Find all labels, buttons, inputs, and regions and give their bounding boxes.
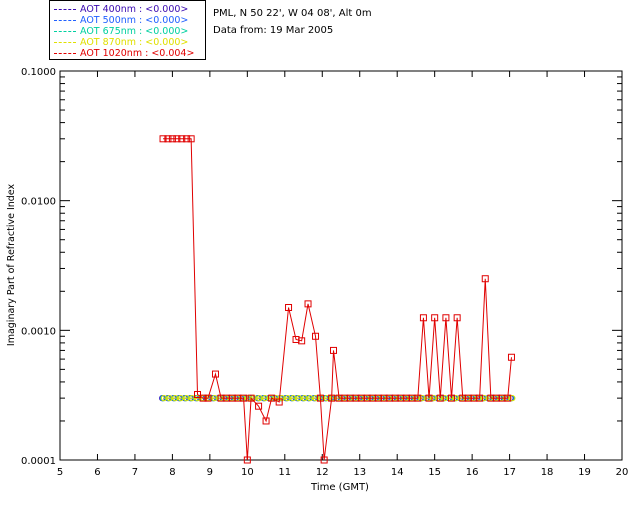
x-tick-label: 8: [169, 467, 175, 478]
data-point: [194, 390, 202, 398]
data-point: [178, 135, 186, 143]
data-point: [211, 370, 219, 378]
data-point: [268, 394, 276, 402]
x-tick-label: 20: [616, 467, 629, 478]
data-point: [304, 300, 312, 308]
x-tick-label: 18: [541, 467, 554, 478]
x-tick-label: 10: [241, 467, 254, 478]
data-point: [316, 394, 324, 402]
x-tick-label: 9: [207, 467, 213, 478]
legend-item-675nm: AOT 675nm : <0.000>: [54, 26, 188, 37]
data-point: [247, 394, 255, 402]
x-tick-label: 6: [94, 467, 100, 478]
data-point: [431, 314, 439, 322]
data-point: [240, 394, 248, 402]
legend-swatch: [54, 53, 76, 54]
legend-swatch: [54, 42, 76, 43]
data-point: [481, 275, 489, 283]
data-point: [453, 314, 461, 322]
y-tick-label: 0.1000: [21, 67, 56, 78]
legend-item-870nm: AOT 870nm : <0.000>: [54, 37, 188, 48]
x-tick-label: 5: [57, 467, 63, 478]
y-tick-label: 0.0100: [21, 197, 56, 208]
x-tick-label: 15: [428, 467, 441, 478]
data-point: [448, 394, 456, 402]
x-axis: 5 6 7 8 9 10 11 12 13 14 15 16 17 18 19 20: [57, 71, 629, 478]
legend-item-500nm: AOT 500nm : <0.000>: [54, 15, 188, 26]
plot-frame: [59, 70, 623, 461]
data-point: [159, 135, 167, 143]
y-tick-label: 0.0001: [21, 456, 56, 467]
data-point: [199, 394, 207, 402]
data-point: [262, 417, 270, 425]
data-point: [442, 314, 450, 322]
data-point: [504, 394, 512, 402]
data-point: [183, 135, 191, 143]
data-point: [320, 456, 328, 464]
data-point: [425, 394, 433, 402]
date-info: Data from: 19 Mar 2005: [213, 25, 334, 36]
data-point: [330, 346, 338, 354]
x-tick-label: 14: [391, 467, 404, 478]
y-tick-label: 0.0010: [21, 326, 56, 337]
series-line: [163, 138, 512, 461]
x-tick-label: 17: [503, 467, 516, 478]
x-axis-label: Time (GMT): [310, 482, 369, 493]
x-tick-label: 7: [132, 467, 138, 478]
y-axis-label: Imaginary Part of Refractive Index: [6, 184, 17, 347]
data-point: [173, 135, 181, 143]
data-point: [419, 314, 427, 322]
data-point: [187, 135, 195, 143]
site-info: PML, N 50 22', W 04 08', Alt 0m: [213, 8, 372, 19]
data-point: [312, 332, 320, 340]
legend-swatch: [54, 31, 76, 32]
legend: AOT 400nm : <0.000> AOT 500nm : <0.000> …: [49, 0, 206, 60]
data-point: [275, 398, 283, 406]
x-tick-label: 13: [353, 467, 366, 478]
data-point: [168, 135, 176, 143]
legend-swatch: [54, 20, 76, 21]
x-tick-label: 11: [278, 467, 291, 478]
data-point: [507, 353, 515, 361]
legend-item-1020nm: AOT 1020nm : <0.004>: [54, 48, 194, 59]
legend-swatch: [54, 9, 76, 10]
data-point: [436, 394, 444, 402]
x-tick-label: 12: [316, 467, 329, 478]
data-point: [255, 402, 263, 410]
data-point: [204, 394, 212, 402]
data-point: [414, 394, 422, 402]
data-point: [328, 394, 336, 402]
data-point: [298, 337, 306, 345]
y-axis: 0.0001 0.0010 0.0100 0.1000: [21, 67, 622, 467]
legend-item-400nm: AOT 400nm : <0.000>: [54, 4, 188, 15]
x-tick-label: 16: [466, 467, 479, 478]
series-layer: [159, 135, 516, 464]
data-point: [243, 456, 251, 464]
data-point: [509, 395, 516, 402]
data-point: [285, 304, 293, 312]
data-point: [164, 135, 172, 143]
data-point: [476, 394, 484, 402]
x-tick-label: 19: [578, 467, 591, 478]
